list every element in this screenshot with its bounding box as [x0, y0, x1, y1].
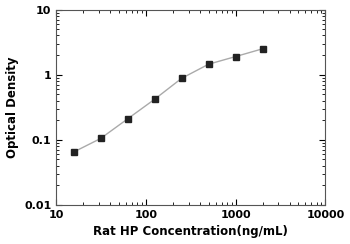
Y-axis label: Optical Density: Optical Density [6, 57, 19, 158]
X-axis label: Rat HP Concentration(ng/mL): Rat HP Concentration(ng/mL) [93, 225, 288, 238]
